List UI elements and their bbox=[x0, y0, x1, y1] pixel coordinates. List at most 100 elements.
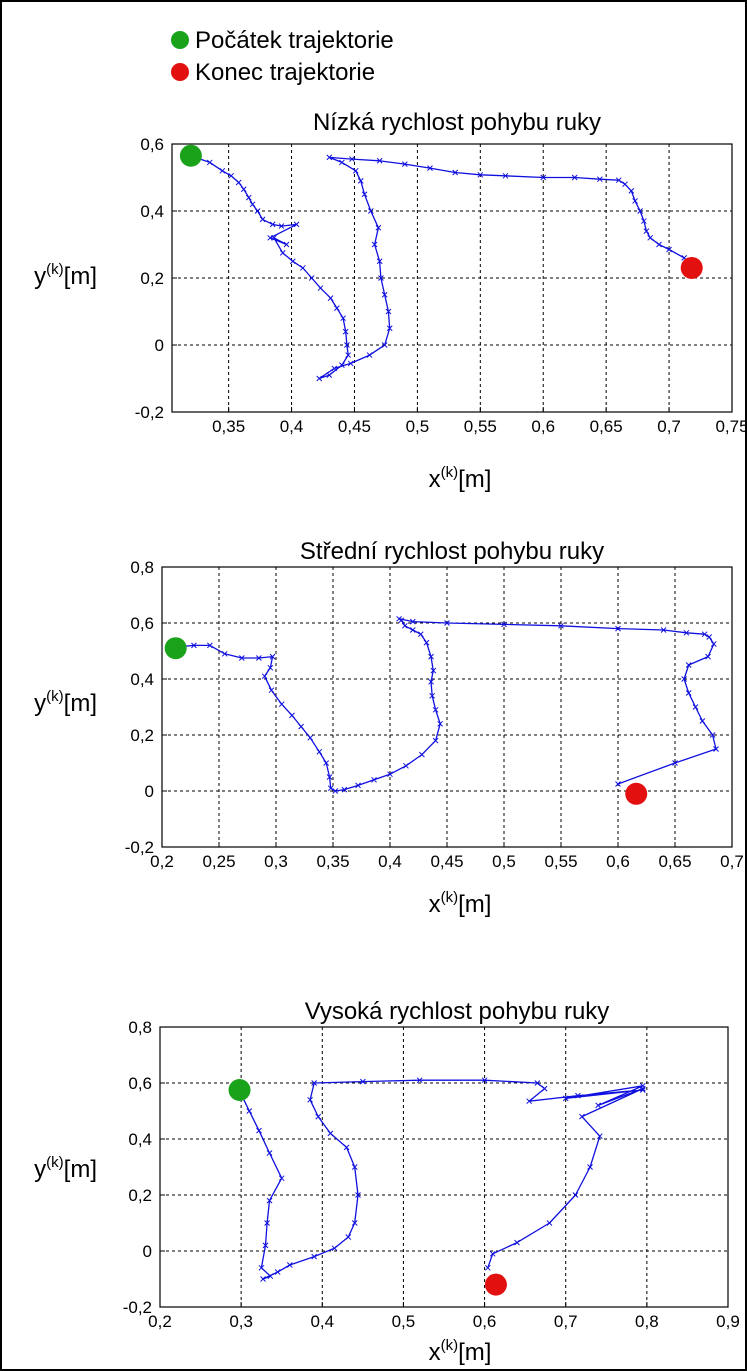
trajectory-sample-marker bbox=[571, 174, 578, 181]
trajectory-sample-marker bbox=[371, 776, 377, 783]
trajectory-sample-marker bbox=[417, 631, 424, 638]
trajectory-sample-marker bbox=[340, 315, 346, 322]
x-tick-label: 0,7 bbox=[657, 417, 681, 436]
trajectory-sample-marker bbox=[705, 653, 711, 660]
trajectory-sample-marker bbox=[323, 760, 330, 766]
x-tick-label: 0,25 bbox=[202, 852, 235, 871]
chart-title: Nízká rychlost pohybu ruky bbox=[313, 109, 601, 136]
trajectory-sample-marker bbox=[245, 194, 252, 201]
y-tick-label: 0,8 bbox=[128, 1018, 152, 1037]
x-axis-label: x(k)[m] bbox=[429, 464, 492, 493]
trajectory-sample-marker bbox=[283, 241, 290, 248]
endpoints bbox=[179, 144, 703, 279]
trajectory-sample-marker bbox=[326, 154, 333, 161]
x-tick-label: 0,2 bbox=[150, 852, 174, 871]
y-tick-label: 0,8 bbox=[130, 558, 154, 577]
x-tick-label: 0,9 bbox=[716, 1312, 740, 1331]
trajectory-sample-marker bbox=[401, 622, 408, 629]
chart-title: Vysoká rychlost pohybu ruky bbox=[305, 998, 610, 1025]
trajectory-sample-marker bbox=[526, 1098, 533, 1105]
trajectory-sample-marker bbox=[260, 1276, 266, 1282]
trajectory-sample-marker bbox=[656, 241, 662, 248]
x-axis-label: x(k)[m] bbox=[429, 1337, 492, 1366]
trajectory-sample-marker bbox=[683, 629, 690, 636]
tick-labels: 0,35 0,4 0,45 0,5 0,55 0,6 0,65 0,7 0,75 -0,2 0 0,2… bbox=[135, 135, 745, 436]
trajectory-line bbox=[240, 1079, 644, 1280]
y-tick-label: 0,2 bbox=[140, 269, 164, 288]
y-tick-label: 0 bbox=[143, 1242, 152, 1261]
trajectory-sample-marker bbox=[332, 788, 339, 794]
trajectory-sample-marker bbox=[326, 774, 333, 780]
y-tick-label: 0 bbox=[155, 336, 164, 355]
plot-area bbox=[171, 143, 733, 413]
x-tick-label: 0,3 bbox=[264, 852, 288, 871]
trajectory-sample-marker bbox=[558, 622, 564, 629]
trajectory-sample-marker bbox=[327, 1130, 334, 1137]
trajectory-sample-marker bbox=[206, 159, 213, 166]
trajectory-sample-marker bbox=[327, 295, 334, 301]
trajectory-sample-marker bbox=[307, 734, 314, 741]
trajectory-sample-marker bbox=[298, 723, 304, 730]
trajectory-sample-marker bbox=[579, 1113, 585, 1120]
trajectory-sample-marker bbox=[378, 275, 384, 281]
trajectory-sample-marker bbox=[249, 201, 256, 208]
trajectory-sample-marker bbox=[706, 634, 713, 640]
trajectory-sample-marker bbox=[685, 690, 692, 696]
trajectory-sample-marker bbox=[235, 179, 242, 186]
trajectory-sample-marker bbox=[278, 701, 285, 708]
trajectory-sample-marker bbox=[572, 1192, 579, 1198]
trajectory-sample-marker bbox=[409, 627, 416, 633]
x-tick-label: 0,7 bbox=[554, 1312, 578, 1331]
trajectory-sample-marker bbox=[409, 618, 416, 625]
y-tick-label: 0,6 bbox=[128, 1074, 152, 1093]
x-tick-label: 0,65 bbox=[590, 417, 623, 436]
trajectory-sample-marker bbox=[357, 177, 364, 184]
trajectory-sample-marker bbox=[428, 678, 434, 685]
trajectory-sample-marker bbox=[501, 621, 507, 628]
trajectory-sample-marker bbox=[262, 1242, 269, 1249]
trajectory-sample-marker bbox=[641, 218, 647, 224]
x-tick-label: 0,3 bbox=[229, 1312, 253, 1331]
legend-end-marker bbox=[171, 63, 189, 81]
trajectory-sample-marker bbox=[343, 1144, 350, 1151]
trajectory-line bbox=[179, 618, 717, 792]
trajectory-end-point bbox=[680, 256, 703, 279]
x-tick-label: 0,7 bbox=[720, 852, 744, 871]
trajectory-start-point bbox=[179, 144, 202, 167]
tick-labels: 0,2 0,25 0,3 0,35 0,4 0,45 0,5 0,55 0,6 0,65 0,7 -0… bbox=[125, 558, 744, 871]
trajectory-sample-marker bbox=[403, 762, 409, 769]
x-tick-label: 0,5 bbox=[406, 417, 430, 436]
trajectory-sample-marker bbox=[575, 1092, 581, 1099]
trajectory-sample-marker bbox=[269, 221, 276, 228]
x-tick-label: 0,35 bbox=[212, 417, 245, 436]
trajectory-sample-marker bbox=[701, 631, 708, 638]
trajectory-sample-marker bbox=[361, 191, 368, 198]
trajectory-sample-marker bbox=[534, 1080, 541, 1086]
trajectory-sample-marker bbox=[266, 1197, 273, 1204]
x-tick-label: 0,6 bbox=[473, 1312, 497, 1331]
y-axis-label: y(k)[m] bbox=[34, 261, 97, 290]
trajectory-sample-marker bbox=[596, 1133, 603, 1140]
trajectory-sample-marker bbox=[637, 208, 643, 214]
trajectory-sample-marker bbox=[385, 308, 392, 315]
plot-area bbox=[159, 1026, 729, 1308]
trajectory-sample-marker bbox=[254, 208, 261, 214]
trajectory-sample-marker bbox=[371, 241, 378, 248]
trajectory-start-point bbox=[228, 1079, 251, 1101]
trajectory-sample-marker bbox=[345, 352, 352, 358]
trajectory-sample-marker bbox=[256, 1127, 262, 1134]
x-tick-label: 0,5 bbox=[492, 852, 516, 871]
trajectory-sample-marker bbox=[261, 673, 268, 680]
trajectory-sample-marker bbox=[221, 650, 228, 657]
trajectory-sample-marker bbox=[317, 285, 324, 291]
trajectory-sample-marker bbox=[334, 305, 340, 312]
chart-medium-speed: Střední rychlost pohybu ruky 0,2 0,25 0,3 0… bbox=[34, 538, 744, 918]
trajectory-sample-marker bbox=[628, 188, 635, 194]
y-tick-label: 0,6 bbox=[140, 135, 164, 154]
trajectory-sample-marker bbox=[315, 1113, 322, 1120]
trajectory-sample-marker bbox=[219, 167, 226, 174]
trajectory-sample-marker bbox=[643, 228, 650, 234]
trajectory-sample-marker bbox=[267, 1273, 274, 1280]
trajectory-sample-marker bbox=[429, 692, 436, 699]
